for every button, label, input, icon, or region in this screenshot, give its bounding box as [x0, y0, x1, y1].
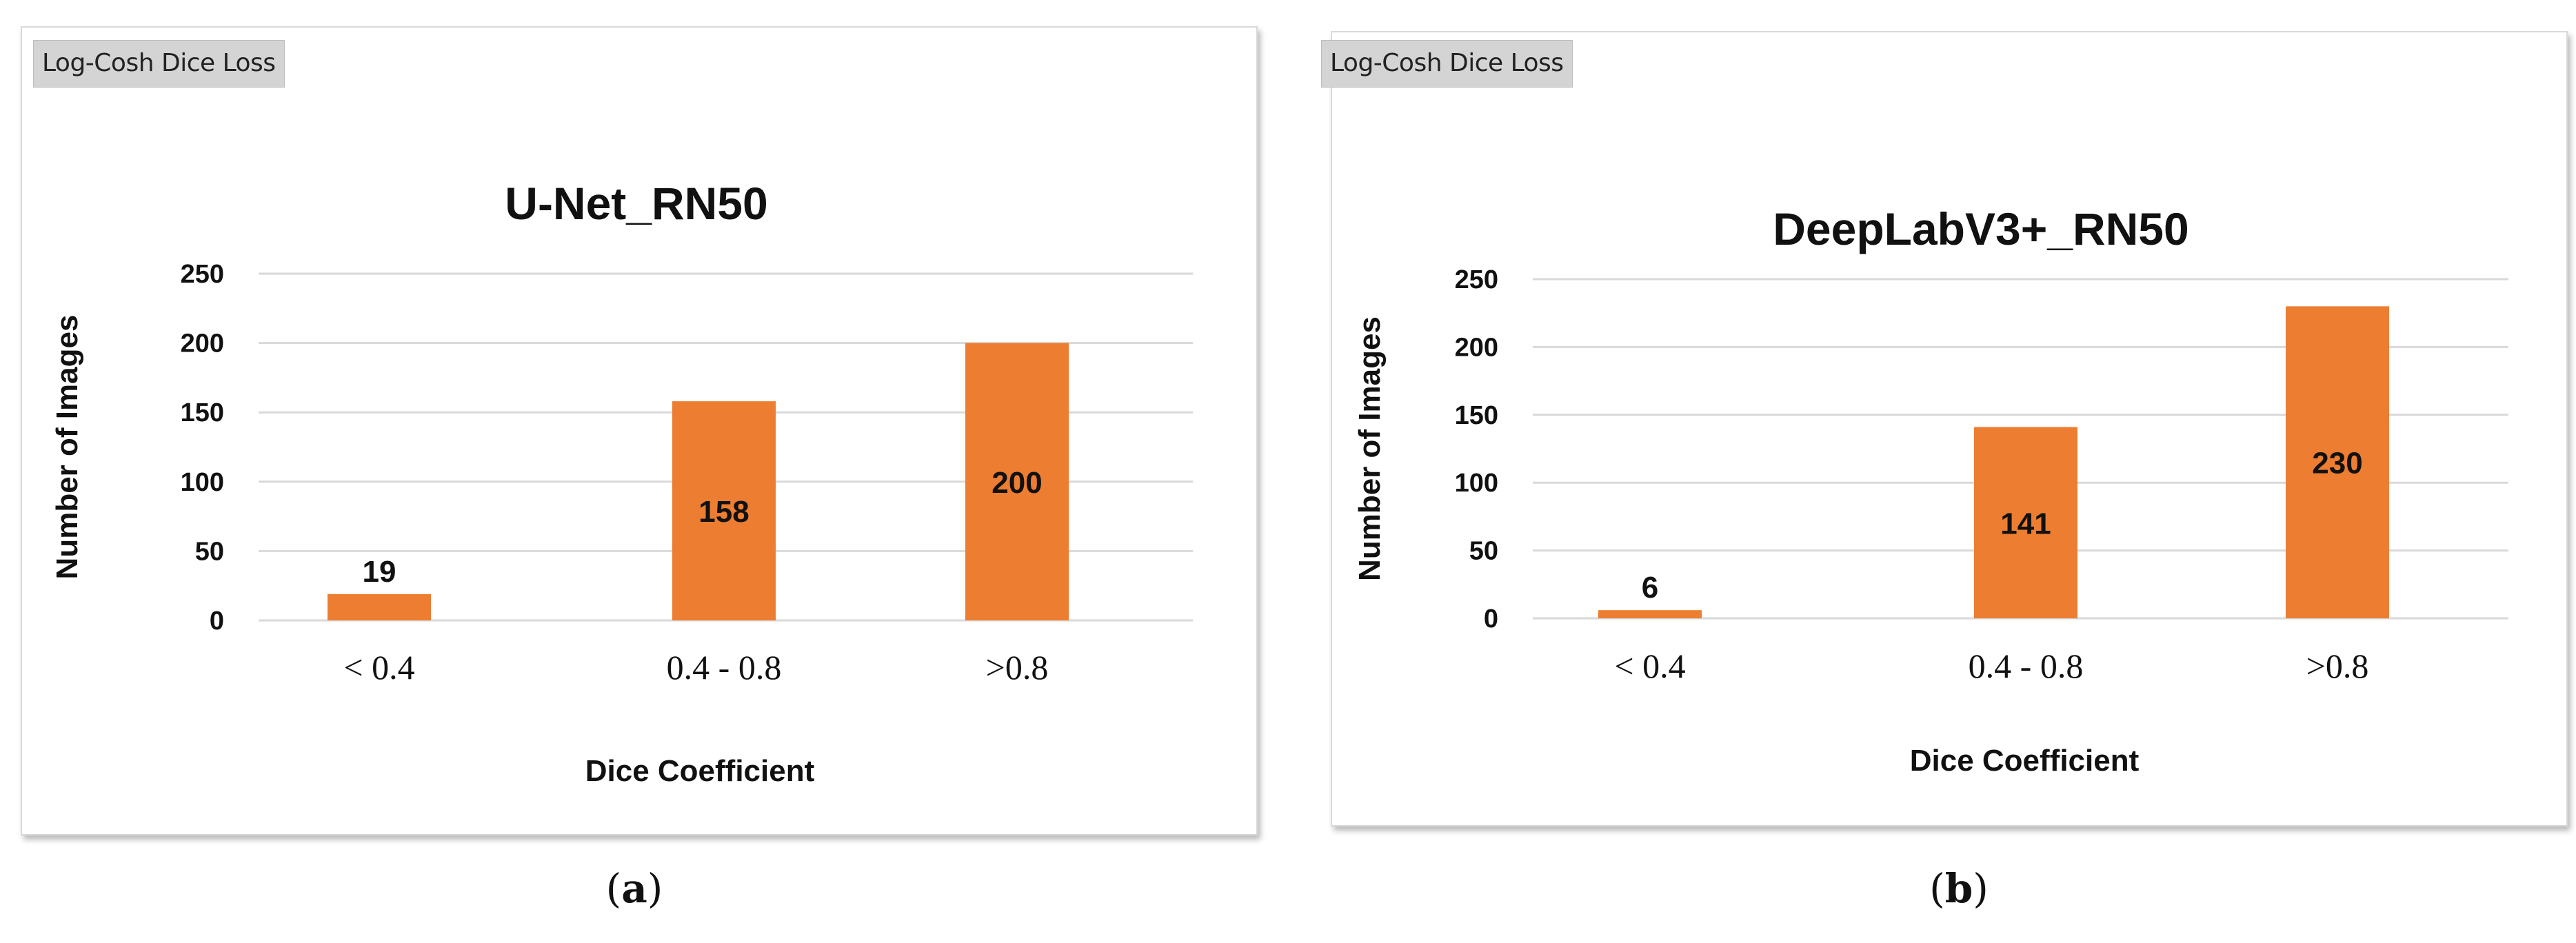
y-tick-label: 200 [1455, 333, 1498, 362]
chart-title: U-Net_RN50 [505, 178, 767, 229]
y-tick-label: 200 [181, 329, 224, 358]
y-axis-label: Number of Images [50, 315, 84, 580]
loss-tag: Log-Cosh Dice Loss [1321, 40, 1573, 88]
data-label: 19 [363, 555, 396, 589]
bar [1598, 610, 1702, 618]
x-axis-label: Dice Coefficient [585, 754, 815, 788]
x-tick-label: >0.8 [986, 648, 1049, 687]
data-label: 200 [992, 466, 1042, 500]
data-label: 158 [698, 495, 749, 529]
panel-label-b: (b) [1929, 865, 1989, 912]
y-tick-label: 100 [1455, 469, 1498, 498]
panel-a: Log-Cosh Dice Loss 0 50 100 150 200 250 19 < 0.… [21, 26, 1258, 912]
x-tick-label: 0.4 - 0.8 [667, 648, 782, 687]
x-tick-label: < 0.4 [1614, 647, 1685, 685]
y-tick-label: 0 [210, 607, 224, 636]
data-label: 6 [1642, 571, 1658, 605]
bar [328, 594, 431, 620]
bar [1974, 427, 2077, 618]
y-axis-label: Number of Images [1353, 316, 1387, 581]
y-tick-label: 0 [1484, 605, 1498, 633]
panel-label-a: (a) [605, 865, 663, 912]
bar-chart-deeplab: 0 50 100 150 200 250 6 < 0.4 141 0.4 - 0.8 230 >0.8… [1353, 203, 2508, 778]
chart-title: DeepLabV3+_RN50 [1773, 203, 2188, 254]
bar-chart-u-net: 0 50 100 150 200 250 19 < 0.4 158 0.4 - 0.8 200 >0.… [50, 178, 1193, 788]
loss-tag: Log-Cosh Dice Loss [33, 40, 285, 88]
x-tick-label: < 0.4 [343, 648, 414, 687]
panel-b: Log-Cosh Dice Loss 0 50 100 150 200 250 6 < 0.4… [1288, 0, 2576, 943]
x-tick-label: 0.4 - 0.8 [1969, 647, 2084, 685]
y-tick-label: 150 [181, 398, 224, 427]
x-axis-label: Dice Coefficient [1910, 744, 2140, 778]
data-label: 230 [2312, 447, 2362, 480]
y-tick-label: 250 [181, 260, 224, 289]
y-tick-label: 100 [181, 468, 224, 497]
data-label: 141 [2000, 507, 2051, 540]
y-tick-label: 50 [1469, 537, 1498, 566]
y-tick-label: 50 [195, 537, 224, 566]
y-tick-label: 250 [1455, 265, 1498, 294]
bar [672, 401, 776, 620]
x-tick-label: >0.8 [2306, 647, 2369, 685]
bar [965, 343, 1069, 620]
bar [2286, 306, 2389, 618]
y-tick-label: 150 [1455, 401, 1498, 430]
